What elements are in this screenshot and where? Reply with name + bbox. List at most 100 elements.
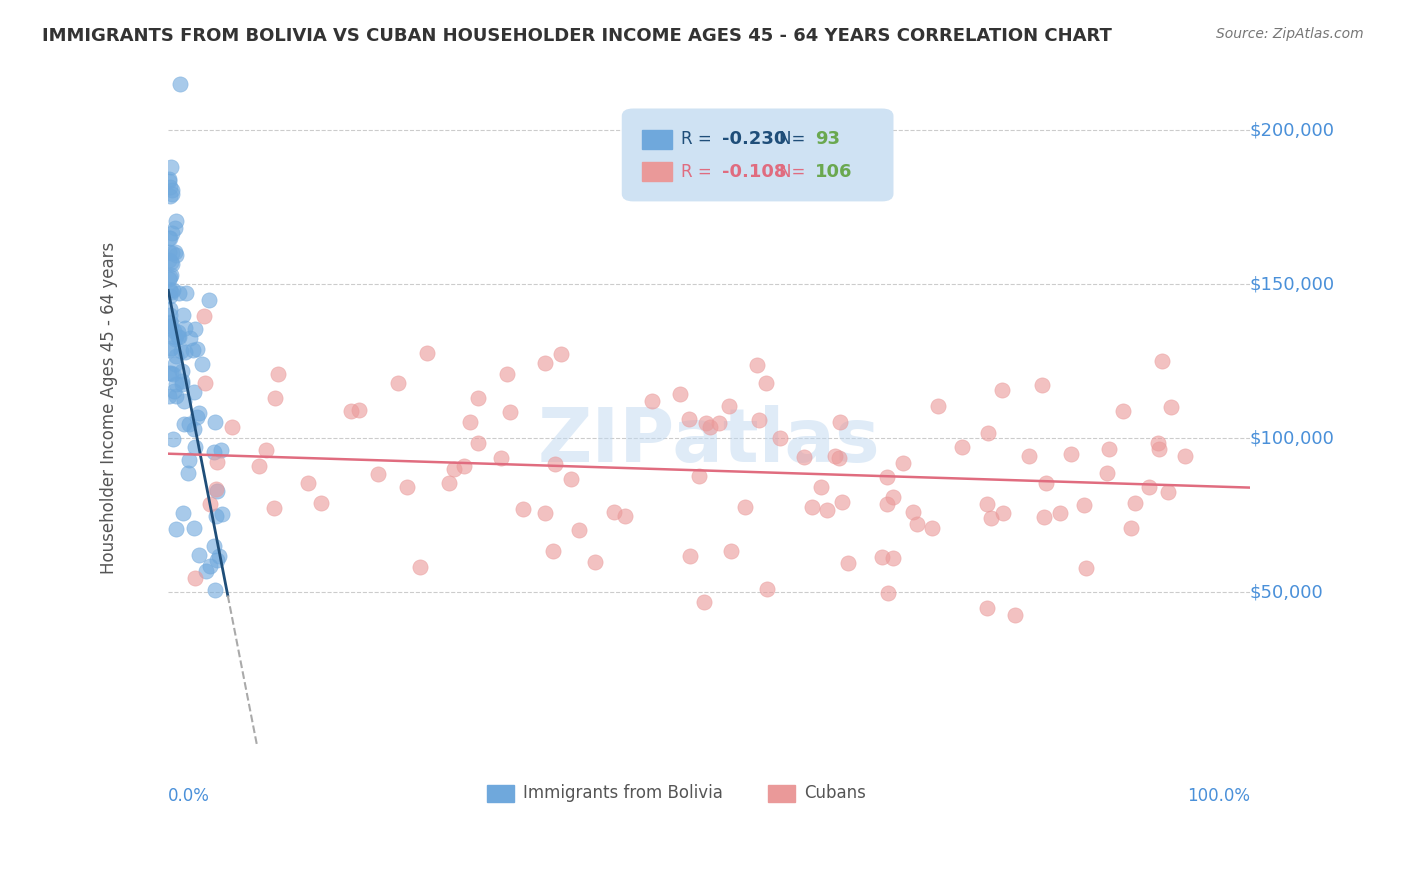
Point xyxy=(905,517,928,532)
Point xyxy=(467,391,489,405)
Point xyxy=(183,384,205,399)
Point xyxy=(177,466,200,480)
Point xyxy=(641,393,664,408)
Point xyxy=(169,77,191,91)
Point xyxy=(169,286,191,301)
Point xyxy=(583,555,606,569)
Point xyxy=(1033,510,1056,524)
Point xyxy=(184,322,207,336)
Point xyxy=(460,415,482,429)
Point xyxy=(568,523,591,537)
Point xyxy=(159,308,181,322)
Text: R =: R = xyxy=(681,162,717,180)
Point xyxy=(160,257,183,271)
Point xyxy=(247,458,270,473)
Point xyxy=(157,173,180,187)
Bar xyxy=(488,785,515,802)
Point xyxy=(173,393,195,408)
Point xyxy=(769,431,792,445)
Point xyxy=(160,285,183,300)
Point xyxy=(157,253,180,268)
Point xyxy=(499,405,522,419)
Point xyxy=(160,161,183,175)
Text: Immigrants from Bolivia: Immigrants from Bolivia xyxy=(523,783,723,802)
Point xyxy=(1098,442,1121,457)
Point xyxy=(387,376,409,391)
Point xyxy=(668,387,690,401)
Point xyxy=(202,445,225,459)
Point xyxy=(533,506,555,520)
Text: R =: R = xyxy=(681,130,717,148)
Point xyxy=(1137,480,1160,494)
Point xyxy=(162,432,184,446)
Point xyxy=(824,449,846,463)
Point xyxy=(1004,608,1026,623)
Point xyxy=(159,315,181,329)
Text: N=: N= xyxy=(779,162,811,180)
Text: $150,000: $150,000 xyxy=(1250,276,1334,293)
Point xyxy=(157,272,180,286)
Point xyxy=(1174,449,1197,463)
Point xyxy=(976,601,998,615)
Point xyxy=(187,548,209,562)
Point xyxy=(699,420,721,434)
Point xyxy=(443,462,465,476)
Point xyxy=(209,443,232,458)
Point xyxy=(347,402,370,417)
Point xyxy=(159,302,181,317)
Point xyxy=(159,230,181,244)
Point xyxy=(165,357,187,371)
Point xyxy=(166,325,188,339)
Point xyxy=(211,507,233,521)
Text: Cubans: Cubans xyxy=(804,783,866,802)
Point xyxy=(191,357,214,371)
Text: N=: N= xyxy=(779,130,811,148)
Point xyxy=(205,455,228,469)
Point xyxy=(976,497,998,511)
Point xyxy=(165,248,187,262)
Point xyxy=(254,443,277,458)
Point xyxy=(184,440,207,454)
Point xyxy=(205,509,228,524)
Point xyxy=(174,345,197,359)
Point xyxy=(163,332,186,346)
Point xyxy=(194,376,217,390)
Point xyxy=(1160,401,1182,415)
Point xyxy=(1123,495,1146,509)
Text: 106: 106 xyxy=(815,162,852,180)
FancyBboxPatch shape xyxy=(623,109,893,201)
Point xyxy=(181,343,204,357)
Point xyxy=(534,355,557,369)
Point xyxy=(1031,378,1053,392)
Point xyxy=(159,283,181,297)
Point xyxy=(297,476,319,491)
Point xyxy=(560,472,582,486)
Point xyxy=(614,509,637,524)
Point xyxy=(1049,506,1071,520)
Point xyxy=(160,226,183,240)
Point xyxy=(831,494,853,508)
Point xyxy=(159,319,181,334)
Point xyxy=(204,582,226,597)
Point xyxy=(828,450,851,465)
Point xyxy=(491,450,513,465)
Point xyxy=(172,506,194,520)
Point xyxy=(1018,450,1040,464)
Point xyxy=(882,550,904,565)
Point xyxy=(186,410,208,425)
Text: $200,000: $200,000 xyxy=(1250,121,1334,139)
Point xyxy=(204,415,226,429)
Point xyxy=(1146,436,1168,450)
Point xyxy=(160,187,183,202)
Point xyxy=(754,376,776,391)
Point xyxy=(170,343,193,358)
Point xyxy=(160,317,183,331)
Point xyxy=(872,550,894,565)
Point xyxy=(165,522,187,536)
Point xyxy=(160,341,183,355)
Point xyxy=(157,171,180,186)
Point xyxy=(186,342,208,356)
Text: $100,000: $100,000 xyxy=(1250,429,1334,447)
Point xyxy=(1150,354,1173,368)
Point xyxy=(204,482,226,496)
